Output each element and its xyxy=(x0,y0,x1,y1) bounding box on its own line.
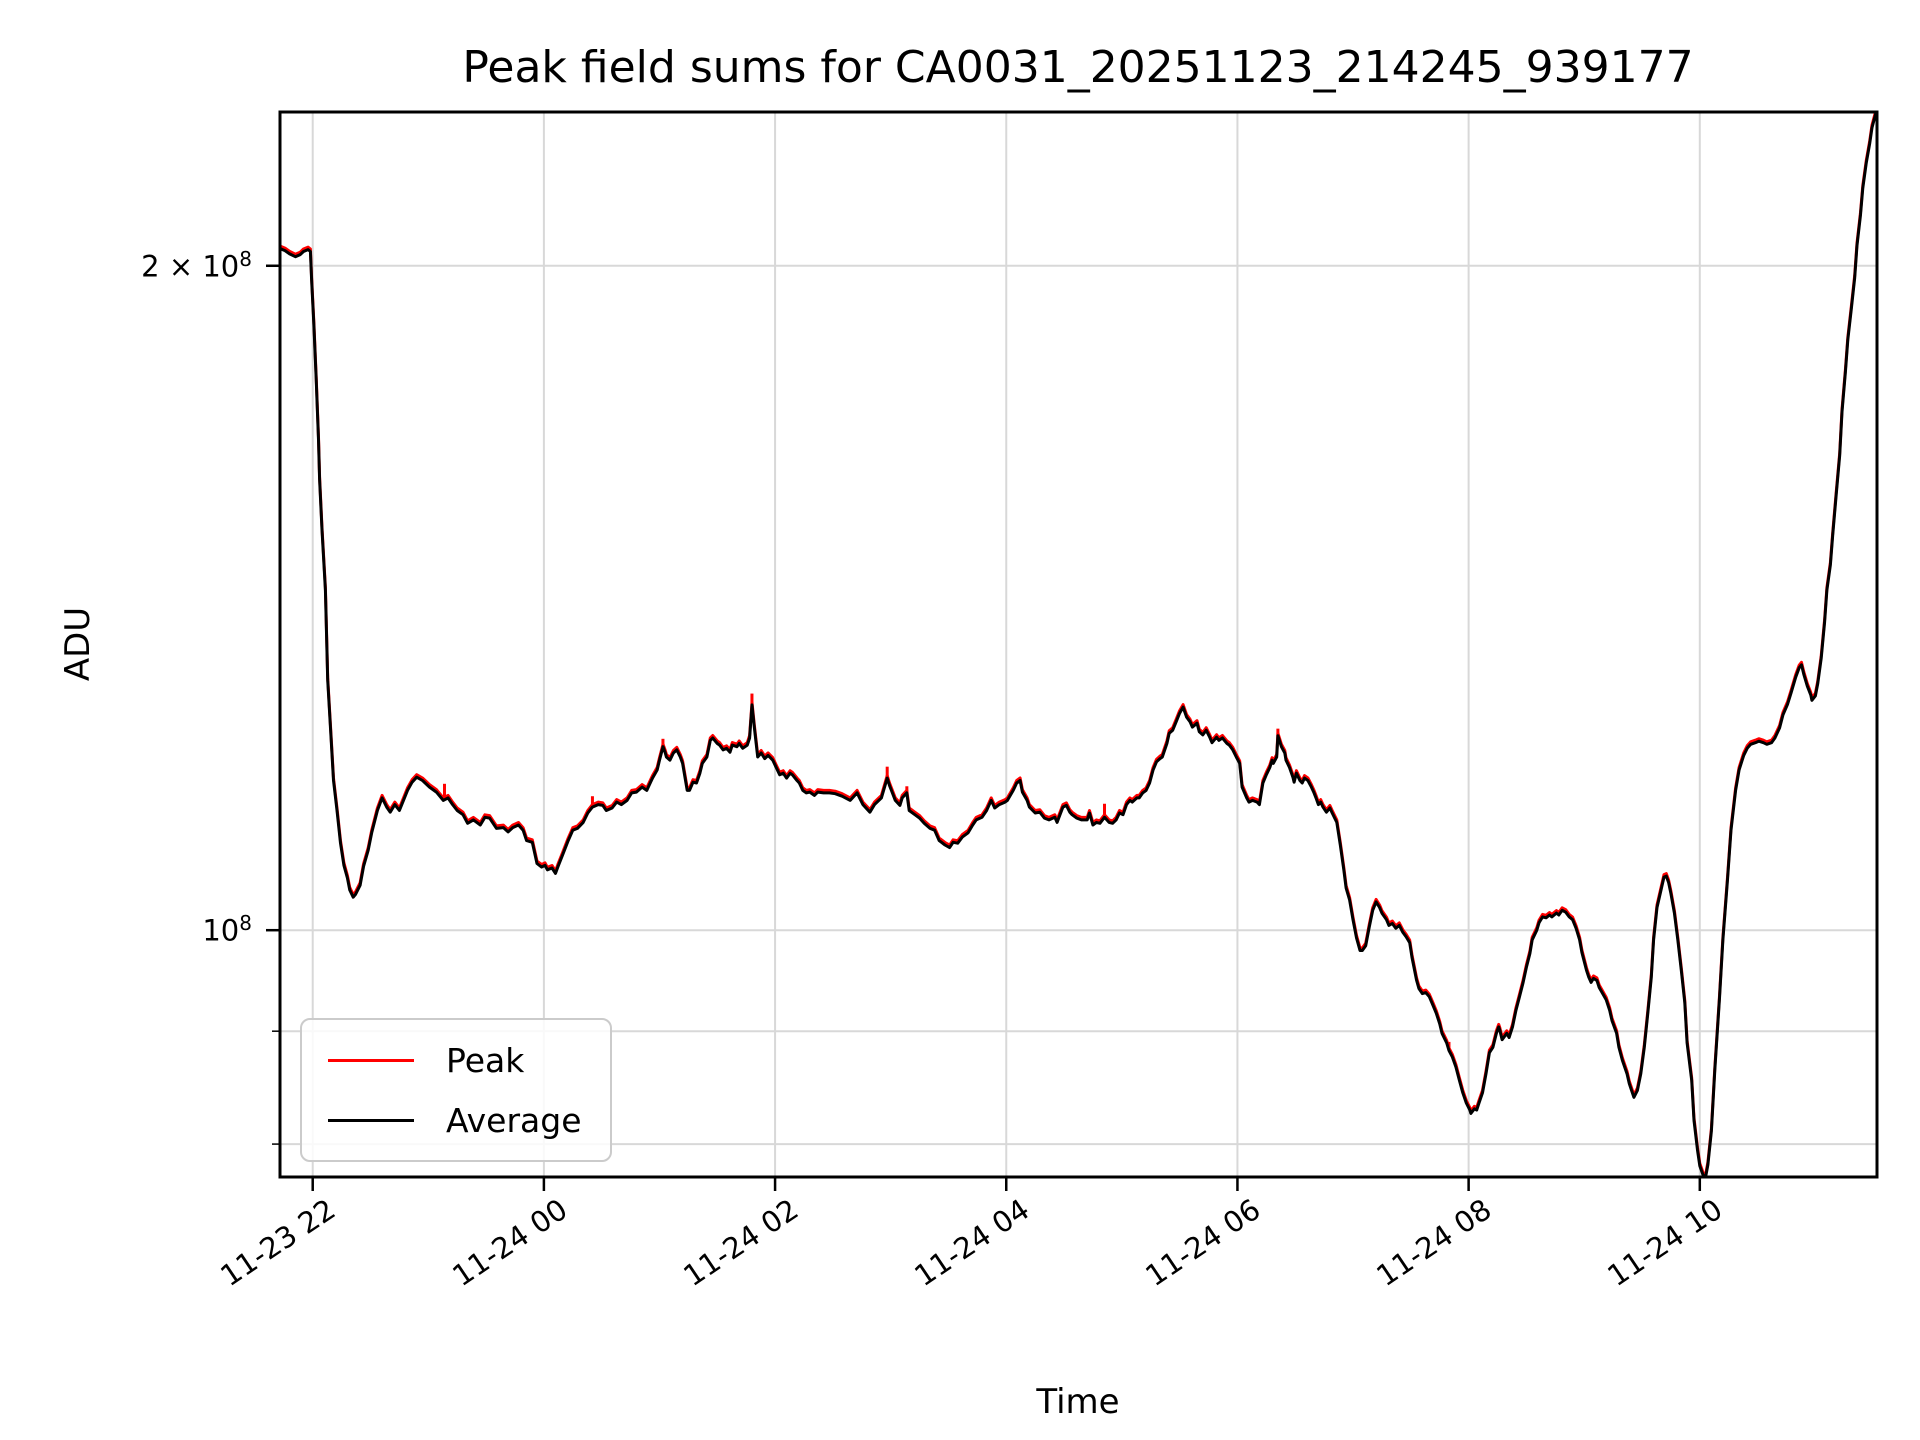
series-peak xyxy=(280,112,1877,1176)
y-tick-label: 2 × 108 xyxy=(141,246,252,284)
y-axis-label: ADU xyxy=(58,606,98,682)
y-tick-label: 108 xyxy=(202,911,252,948)
legend-label-average: Average xyxy=(446,1100,582,1140)
average-line xyxy=(280,112,1877,1177)
peak-line xyxy=(280,112,1877,1176)
legend: Peak Average xyxy=(300,1018,612,1162)
legend-line-peak-icon xyxy=(328,1058,414,1062)
legend-line-average-icon xyxy=(328,1118,414,1122)
legend-label-peak: Peak xyxy=(446,1040,525,1080)
plot-border xyxy=(278,110,1879,1179)
legend-entry-peak: Peak xyxy=(328,1038,584,1082)
x-axis-label: Time xyxy=(1036,1382,1120,1422)
chart-title: Peak field sums for CA0031_20251123_2142… xyxy=(462,42,1694,93)
legend-entry-average: Average xyxy=(328,1098,584,1142)
tick-marks xyxy=(266,264,1702,1191)
